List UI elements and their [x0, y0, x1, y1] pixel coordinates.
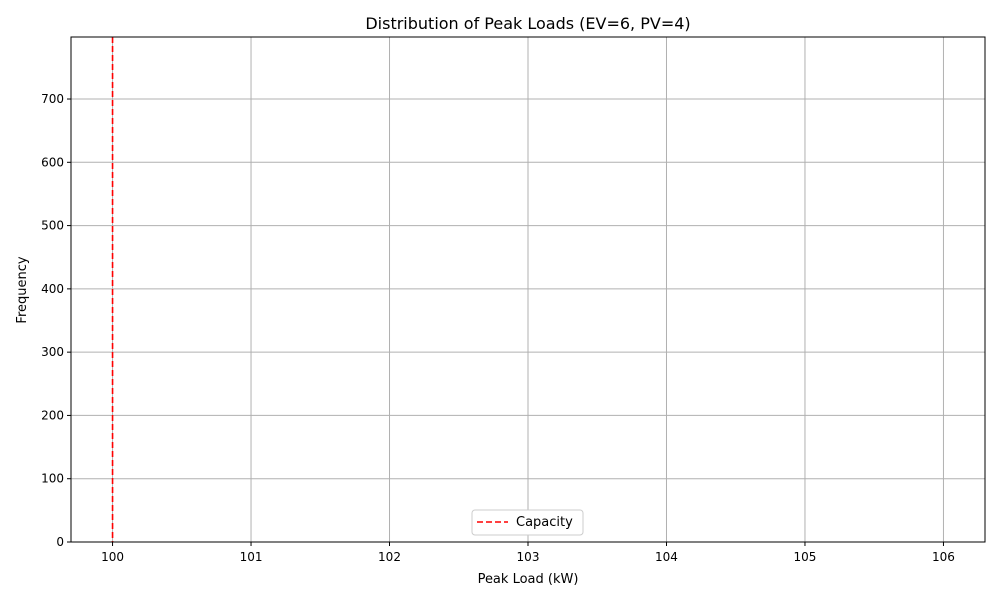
y-tick-label: 400	[41, 282, 64, 296]
x-tick-label: 102	[378, 550, 401, 564]
chart-title: Distribution of Peak Loads (EV=6, PV=4)	[365, 14, 690, 33]
y-axis-ticks: 0 100 200 300 400 500 600 700	[41, 92, 71, 549]
y-tick-label: 600	[41, 155, 64, 169]
x-tick-label: 101	[240, 550, 263, 564]
legend: Capacity	[471, 509, 584, 536]
y-tick-label: 300	[41, 345, 64, 359]
y-tick-label: 0	[56, 535, 64, 549]
y-axis-label: Frequency	[15, 256, 30, 323]
y-tick-label: 700	[41, 92, 64, 106]
legend-label-capacity: Capacity	[516, 515, 573, 530]
x-tick-label: 103	[517, 550, 540, 564]
x-axis-label: Peak Load (kW)	[478, 572, 579, 587]
legend-box	[471, 509, 584, 536]
y-tick-label: 200	[41, 408, 64, 422]
y-tick-label: 500	[41, 219, 64, 233]
y-tick-label: 100	[41, 472, 64, 486]
x-axis-ticks: 100 101 102 103 104 105 106	[101, 542, 955, 564]
x-tick-label: 106	[932, 550, 955, 564]
x-tick-label: 104	[655, 550, 678, 564]
x-tick-label: 105	[794, 550, 817, 564]
x-tick-label: 100	[101, 550, 124, 564]
